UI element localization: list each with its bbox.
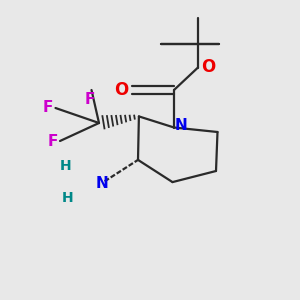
Text: F: F bbox=[85, 92, 95, 106]
Text: N: N bbox=[175, 118, 188, 134]
Text: N: N bbox=[96, 176, 108, 190]
Text: F: F bbox=[43, 100, 53, 116]
Text: O: O bbox=[114, 81, 129, 99]
Text: H: H bbox=[60, 160, 72, 173]
Text: F: F bbox=[47, 134, 58, 148]
Text: H: H bbox=[62, 191, 73, 205]
Text: O: O bbox=[201, 58, 216, 76]
